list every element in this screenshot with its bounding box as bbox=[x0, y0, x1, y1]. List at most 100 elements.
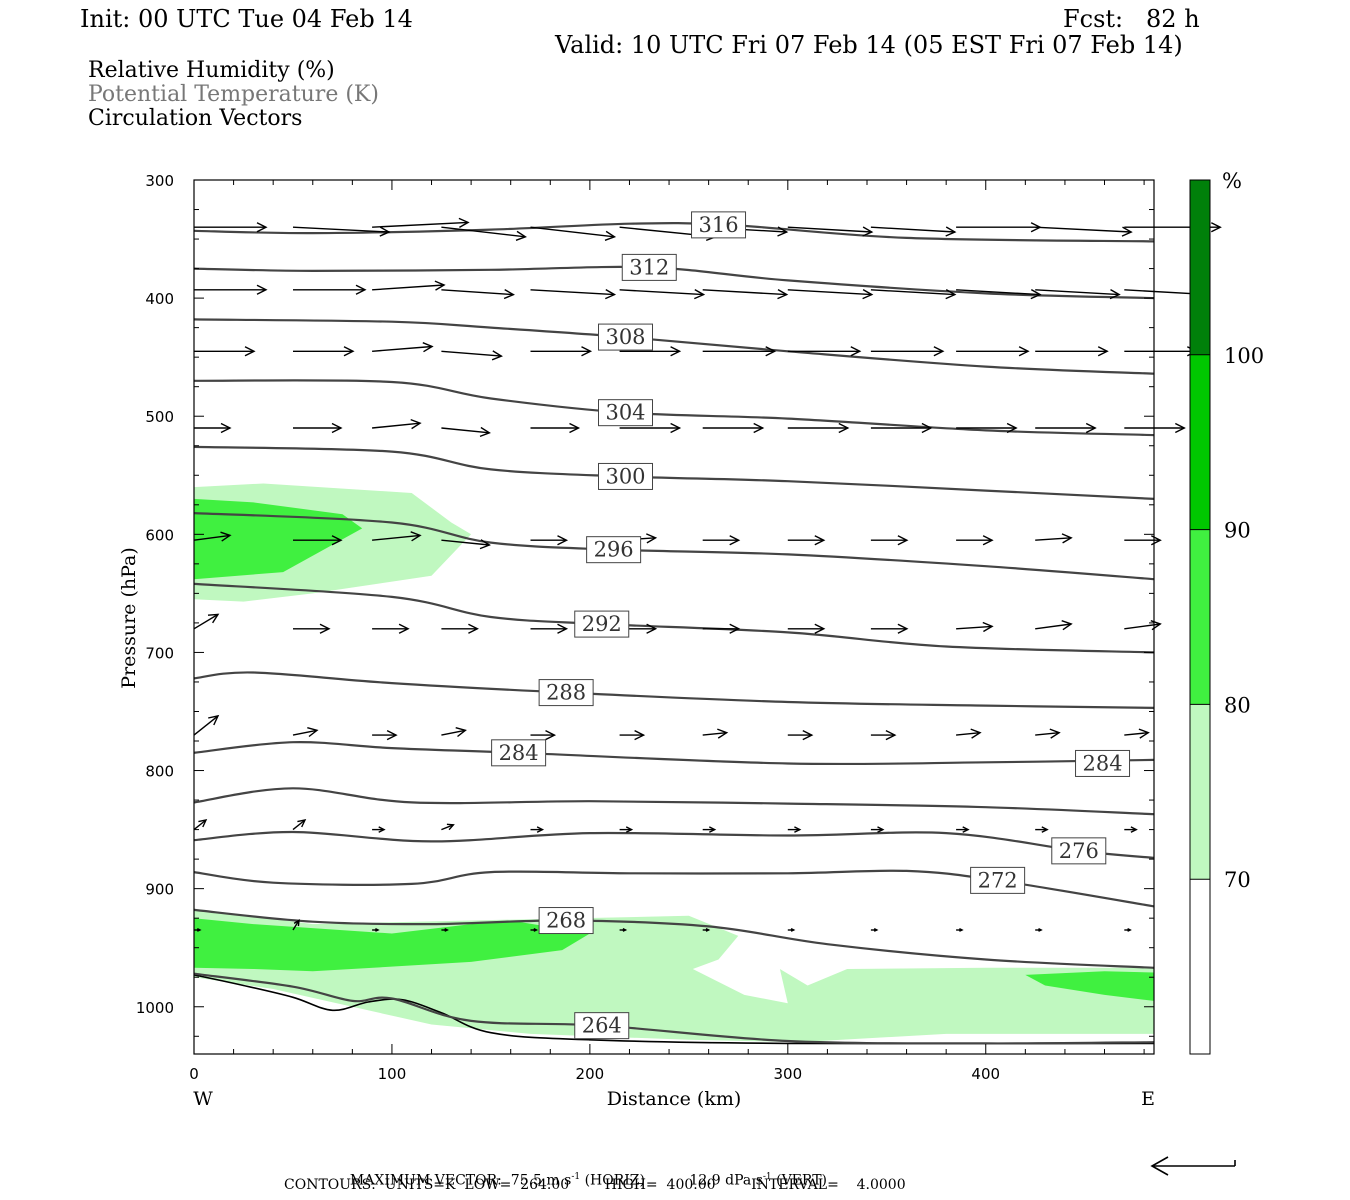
circulation-vector bbox=[870, 535, 909, 546]
rh-region-70-2 bbox=[194, 908, 1154, 1043]
y-tick-label: 700 bbox=[145, 644, 174, 662]
forecast-hour: Fcst: 82 h bbox=[1063, 5, 1200, 33]
circulation-vector bbox=[956, 927, 964, 932]
colorbar-frame bbox=[1189, 179, 1211, 1055]
theta-contour-268 bbox=[193, 908, 1155, 969]
contour-label-text: 284 bbox=[499, 741, 539, 765]
circulation-vector bbox=[530, 422, 581, 434]
circulation-vector bbox=[702, 728, 729, 739]
theta-contour-308 bbox=[193, 318, 1155, 375]
colorbar-segment bbox=[1190, 704, 1210, 880]
circulation-vector bbox=[292, 919, 300, 931]
rh-region-80-4 bbox=[1025, 971, 1154, 1001]
contour-label-text: 316 bbox=[698, 213, 738, 237]
circulation-vector bbox=[702, 826, 717, 833]
contour-label-308: 308 bbox=[598, 323, 654, 351]
circulation-vector bbox=[1035, 620, 1073, 631]
contour-label-text: 272 bbox=[978, 868, 1018, 892]
circulation-vector bbox=[372, 927, 380, 932]
circulation-vector bbox=[787, 623, 826, 634]
circulation-vector bbox=[441, 823, 455, 831]
y-tick-label: 500 bbox=[145, 408, 174, 426]
circulation-vector bbox=[372, 729, 398, 741]
circulation-vector bbox=[1035, 728, 1061, 739]
circulation-vector bbox=[870, 729, 897, 741]
y-tick-label: 300 bbox=[145, 172, 174, 190]
circulation-vector bbox=[1124, 535, 1162, 546]
circulation-vector bbox=[870, 346, 945, 357]
horiz-max-value: 75.5 m s bbox=[510, 1172, 572, 1189]
circulation-vector bbox=[1124, 927, 1132, 932]
circulation-vector bbox=[530, 927, 539, 932]
circulation-vector bbox=[441, 727, 467, 738]
circulation-vector bbox=[372, 217, 470, 229]
theta-contour-276 bbox=[193, 830, 1155, 859]
circulation-vector bbox=[194, 422, 232, 434]
circulation-vector bbox=[619, 927, 628, 932]
colorbar-label: 100 bbox=[1224, 344, 1264, 368]
theta-contour-288 bbox=[193, 671, 1155, 709]
circulation-vector bbox=[292, 819, 307, 831]
x-axis-title: Distance (km) bbox=[607, 1088, 742, 1110]
circulation-vector bbox=[702, 288, 789, 300]
terrain-layer bbox=[193, 974, 1155, 1045]
contour-label-284: 284 bbox=[491, 739, 547, 767]
contour-label-text: 312 bbox=[629, 255, 669, 279]
theta-contour-264 bbox=[193, 972, 1155, 1045]
contour-label-292: 292 bbox=[574, 610, 630, 638]
circulation-vector bbox=[1035, 927, 1043, 932]
rh-region-80-3 bbox=[194, 918, 590, 972]
contour-label-276: 276 bbox=[1051, 837, 1107, 865]
x-tick-label: 0 bbox=[189, 1065, 199, 1083]
contour-label-text: 308 bbox=[605, 325, 645, 349]
contour-label-264: 264 bbox=[574, 1012, 630, 1040]
x-tick-label: 400 bbox=[971, 1065, 1000, 1083]
contour-label-312: 312 bbox=[621, 253, 677, 281]
circulation-vector bbox=[787, 535, 826, 546]
contour-label-text: 284 bbox=[1082, 751, 1122, 775]
circulation-vector bbox=[292, 727, 319, 738]
circulation-vector bbox=[372, 280, 446, 291]
circulation-vector bbox=[787, 288, 874, 300]
max-vector-label: MAXIMUM VECTOR: bbox=[349, 1172, 502, 1189]
x-axis-east-label: E bbox=[1141, 1088, 1155, 1110]
circulation-vector bbox=[293, 284, 367, 295]
circulation-vector bbox=[787, 826, 802, 833]
circulation-vector bbox=[787, 226, 874, 237]
circulation-vector bbox=[956, 346, 1030, 357]
circulation-vector bbox=[787, 422, 850, 434]
circulation-vector bbox=[870, 288, 957, 300]
circulation-vector bbox=[194, 222, 268, 233]
vert-max-value: 12.9 dPa s bbox=[689, 1172, 763, 1189]
circulation-vector bbox=[441, 288, 515, 300]
contour-label-296: 296 bbox=[586, 536, 642, 564]
circulation-vector bbox=[441, 426, 491, 438]
circulation-vector bbox=[372, 623, 410, 634]
circulation-vector bbox=[293, 346, 355, 357]
colorbar-segment bbox=[1190, 180, 1210, 355]
x-tick-label: 200 bbox=[576, 1065, 605, 1083]
contour-label-text: 304 bbox=[605, 401, 645, 425]
circulation-vector bbox=[619, 729, 646, 741]
circulation-vector bbox=[441, 623, 479, 634]
colorbar-label: 70 bbox=[1224, 868, 1251, 892]
contour-label-text: 264 bbox=[582, 1014, 622, 1038]
contour-label-288: 288 bbox=[538, 679, 594, 707]
circulation-vector bbox=[441, 927, 449, 932]
circulation-vector bbox=[787, 927, 796, 932]
circulation-vector bbox=[702, 346, 777, 357]
y-tick-label: 900 bbox=[145, 881, 174, 899]
circulation-vector bbox=[372, 531, 422, 542]
contour-label-284: 284 bbox=[1075, 749, 1131, 777]
circulation-vector bbox=[956, 728, 982, 739]
circulation-vector bbox=[441, 350, 503, 361]
circulation-vector bbox=[372, 826, 386, 833]
circulation-vector bbox=[870, 226, 957, 237]
contour-label-layer: 316 312 308 304 300 296 292 288 284 284 276 272 268 2… bbox=[491, 211, 1131, 1040]
colorbar-segment bbox=[1190, 879, 1210, 1054]
circulation-vector bbox=[530, 346, 593, 357]
init-time: Init: 00 UTC Tue 04 Feb 14 bbox=[80, 5, 413, 33]
colorbar: 70 80 90 100% bbox=[1189, 169, 1264, 1055]
theta-contour-292 bbox=[193, 582, 1155, 654]
x-tick-label: 300 bbox=[773, 1065, 802, 1083]
